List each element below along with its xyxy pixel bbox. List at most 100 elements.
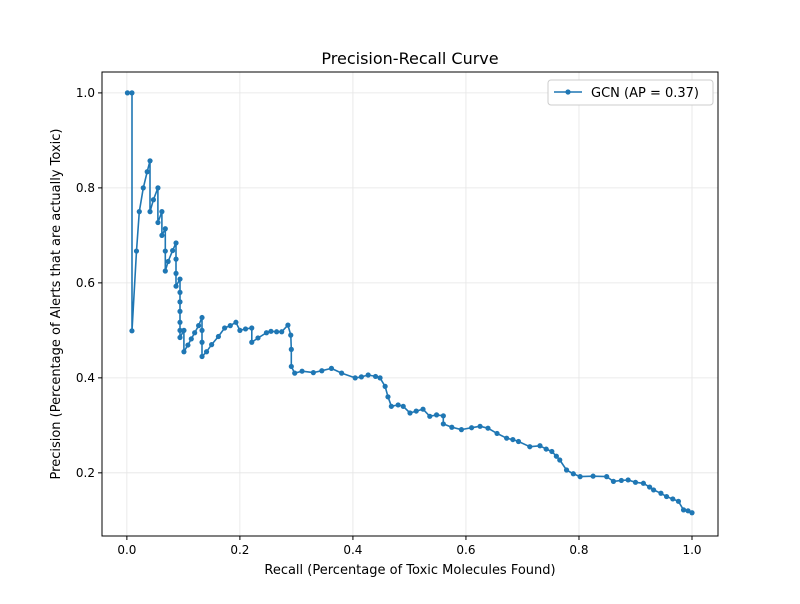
data-point [577, 474, 583, 480]
data-point [177, 319, 183, 325]
data-point [199, 339, 205, 345]
data-point [177, 308, 183, 314]
data-point [382, 383, 388, 389]
data-point [177, 276, 183, 282]
x-axis-label: Recall (Percentage of Toxic Molecules Fo… [264, 563, 555, 578]
data-point [279, 329, 285, 335]
data-point [199, 353, 205, 360]
data-point [663, 493, 670, 500]
data-point [449, 424, 455, 430]
data-point [388, 403, 394, 409]
data-point [222, 325, 228, 331]
x-tick-label: 0.6 [456, 543, 475, 557]
data-point [233, 319, 239, 325]
data-point [188, 336, 194, 342]
data-point [155, 185, 161, 191]
data-point [162, 268, 168, 274]
y-tick-label: 1.0 [76, 86, 95, 100]
data-point [242, 326, 249, 332]
data-point [173, 256, 179, 262]
data-point [192, 330, 198, 336]
data-point [563, 467, 570, 473]
data-point [549, 448, 555, 455]
x-tick-label: 1.0 [682, 543, 701, 557]
data-point [385, 394, 391, 400]
data-point [485, 425, 491, 431]
data-point [147, 158, 153, 164]
data-point [215, 333, 222, 340]
data-point [181, 327, 187, 333]
data-point [400, 403, 406, 409]
data-point [477, 423, 483, 429]
data-point [650, 487, 657, 493]
data-point [440, 421, 446, 427]
data-point [413, 408, 419, 414]
data-point [249, 339, 255, 345]
data-point [129, 90, 135, 96]
data-point [285, 322, 291, 328]
data-point [469, 425, 475, 431]
data-point [177, 334, 183, 341]
data-point [159, 232, 165, 238]
data-point [136, 209, 142, 215]
legend: GCN (AP = 0.37) [547, 79, 714, 106]
y-tick-label: 0.2 [76, 466, 95, 480]
legend-box [547, 79, 714, 106]
data-point [675, 498, 682, 504]
data-point [144, 169, 150, 175]
chart-title: Precision-Recall Curve [321, 49, 498, 68]
data-point [352, 375, 358, 381]
data-point [395, 402, 401, 408]
data-point [299, 368, 305, 374]
x-tick-label: 0.2 [230, 543, 249, 557]
y-tick-label: 0.6 [76, 276, 95, 290]
data-point [255, 335, 261, 341]
data-point [177, 289, 183, 295]
data-point [658, 490, 664, 496]
data-point [249, 325, 255, 331]
data-point [372, 373, 379, 380]
data-point [358, 374, 364, 380]
data-point [159, 209, 165, 215]
data-point [537, 443, 543, 449]
data-point [365, 372, 371, 378]
data-point [625, 477, 631, 483]
data-point [209, 342, 215, 348]
data-point [288, 346, 294, 352]
data-point [328, 365, 335, 371]
data-point [440, 413, 446, 419]
data-point [310, 370, 316, 376]
data-point [288, 363, 294, 370]
data-point [147, 209, 153, 215]
data-point [173, 283, 179, 289]
data-point [590, 473, 596, 479]
data-point [263, 330, 270, 336]
data-point [510, 436, 516, 443]
data-point [129, 328, 135, 334]
data-point [268, 328, 274, 334]
data-point [458, 427, 465, 433]
legend-marker [565, 89, 571, 95]
data-point [527, 444, 533, 450]
data-point [173, 270, 179, 276]
data-point [177, 327, 183, 333]
data-point [288, 332, 294, 338]
x-tick-label: 0.0 [117, 543, 136, 557]
data-point [618, 477, 624, 484]
data-point [155, 219, 161, 226]
legend-label: GCN (AP = 0.37) [591, 86, 699, 101]
data-point [140, 185, 146, 191]
data-point [420, 406, 426, 412]
data-point [162, 226, 168, 232]
data-point [274, 329, 280, 335]
data-point [124, 90, 131, 96]
x-tick-label: 0.8 [569, 543, 588, 557]
data-point [604, 474, 610, 480]
data-point [196, 323, 202, 329]
data-point [680, 507, 687, 513]
y-axis-label: Precision (Percentage of Alerts that are… [49, 129, 64, 480]
data-point [162, 248, 168, 254]
data-point [319, 368, 325, 374]
data-point [339, 370, 345, 376]
